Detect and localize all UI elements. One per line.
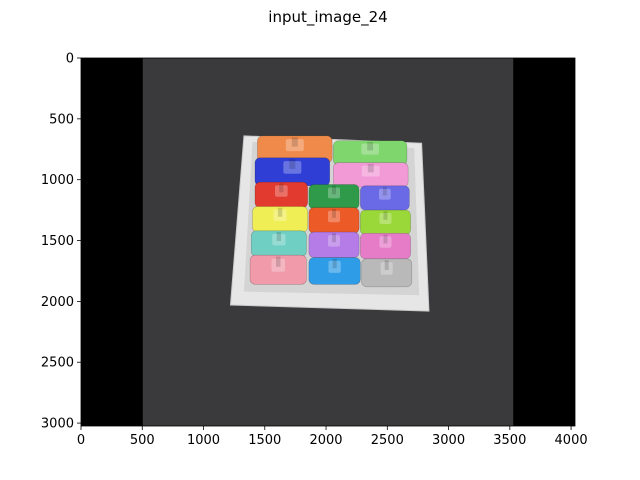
teal-car-handle	[276, 232, 282, 242]
red-car-handle	[279, 183, 284, 193]
chart-title: input_image_24	[268, 8, 387, 27]
lime-car-handle	[383, 211, 388, 220]
sky-blue-car-handle	[332, 258, 337, 269]
gray-car	[361, 258, 413, 288]
x-tick-label-2500: 2500	[371, 433, 404, 448]
light-pink-car	[249, 254, 307, 285]
y-tick-label-2500: 2500	[41, 356, 74, 371]
y-tick-label-0: 0	[66, 52, 74, 67]
sky-blue-car-roof	[328, 260, 341, 273]
green-car-roof	[361, 143, 379, 155]
x-tick-label-500: 500	[130, 433, 155, 448]
y-axis: 0 500 1000 1500 2000 2500 3000	[41, 52, 81, 432]
x-axis: 0 500 1000 1500 2000 2500 3000 3500 4000	[77, 426, 588, 448]
x-tick-label-3500: 3500	[493, 433, 526, 448]
light-pink-car-handle	[276, 256, 281, 267]
orange-car-roof	[285, 139, 304, 152]
orange-red-car-handle	[331, 208, 337, 218]
sky-blue-car	[308, 257, 361, 285]
red-car-roof	[274, 185, 288, 197]
x-tick-label-1500: 1500	[248, 433, 281, 448]
violet-car-roof	[327, 235, 341, 247]
blue-car-handle	[289, 159, 296, 169]
violet-car-handle	[331, 233, 337, 243]
green-dark-car-roof	[327, 187, 341, 199]
x-tick-label-3000: 3000	[432, 433, 465, 448]
yellow-car-handle	[277, 207, 283, 217]
orange-red-car-roof	[327, 210, 341, 223]
magenta-car-roof	[379, 236, 392, 248]
purple-blue-car-roof	[378, 188, 391, 200]
x-tick-label-1000: 1000	[187, 433, 220, 448]
light-pink-car-roof	[271, 258, 286, 272]
blue-car-roof	[283, 161, 302, 174]
axes-frame	[80, 57, 576, 427]
green-car-handle	[367, 141, 374, 151]
y-tick-label-1500: 1500	[41, 234, 74, 249]
purple-blue-car-handle	[382, 186, 387, 196]
x-tick-label-4000: 4000	[555, 433, 588, 448]
y-tick-label-1000: 1000	[41, 173, 74, 188]
pink-car-roof	[361, 165, 380, 177]
teal-car-roof	[272, 233, 286, 246]
gray-car-roof	[380, 262, 393, 275]
y-tick-label-3000: 3000	[41, 417, 74, 432]
x-tick-label-2000: 2000	[309, 433, 342, 448]
yellow-car-roof	[273, 209, 287, 222]
x-tick-label-0: 0	[77, 433, 85, 448]
lime-car-roof	[379, 213, 392, 224]
y-tick-label-500: 500	[49, 112, 74, 127]
green-dark-car-handle	[331, 185, 337, 195]
purple-blue-car	[360, 185, 410, 211]
pink-car-handle	[367, 163, 374, 173]
image-axes	[80, 57, 576, 427]
gray-car-handle	[384, 260, 389, 270]
orange-car-handle	[291, 137, 298, 147]
y-tick-label-2000: 2000	[41, 295, 74, 310]
magenta-car-handle	[383, 234, 388, 244]
